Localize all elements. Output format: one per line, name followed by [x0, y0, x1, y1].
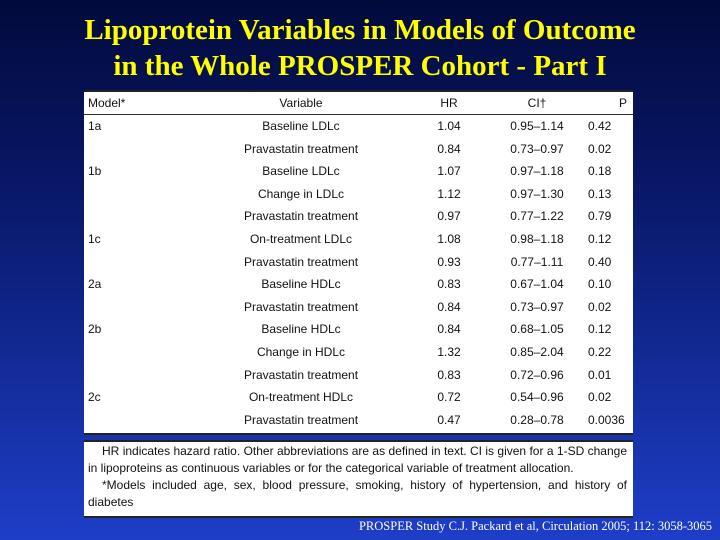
table-footnote: HR indicates hazard ratio. Other abbrevi…	[84, 440, 633, 518]
row-p: 0.22	[588, 345, 612, 359]
row-p: 0.13	[588, 186, 612, 201]
row-variable: On-treatment LDLc	[249, 232, 353, 246]
row-hr: 1.08	[437, 232, 461, 246]
row-ci: 0.97–1.30	[510, 186, 564, 201]
row-ci: 0.54–0.96	[510, 390, 564, 405]
table-row: 1c On-treatment LDLc 1.08 0.98–1.18 0.12	[84, 228, 633, 251]
table-row: 1a Baseline LDLc 1.04 0.95–1.14 0.42	[84, 115, 633, 138]
row-variable: Pravastatin treatment	[243, 412, 359, 427]
row-p: 0.02	[588, 299, 612, 314]
table-row: Pravastatin treatment 0.93 0.77–1.11 0.40	[84, 251, 633, 274]
table-row: Pravastatin treatment 0.47 0.28–0.78 0.0036	[84, 409, 633, 432]
row-variable: Baseline HDLc	[261, 322, 341, 337]
row-hr: 0.97	[437, 209, 461, 224]
row-ci: 0.77–1.11	[510, 254, 564, 269]
row-hr: 0.47	[437, 412, 461, 427]
row-hr: 0.84	[437, 141, 461, 156]
row-ci: 0.68–1.05	[510, 322, 564, 337]
slide-title-line-2: in the Whole PROSPER Cohort - Part I	[113, 50, 607, 82]
table-row: Pravastatin treatment 0.97 0.77–1.22 0.79	[84, 205, 633, 228]
row-ci: 0.97–1.18	[510, 164, 564, 179]
row-model: 2a	[88, 277, 102, 292]
row-model: 2b	[88, 322, 102, 337]
row-hr: 0.93	[437, 254, 461, 269]
row-variable: Pravastatin treatment	[243, 141, 359, 156]
row-hr: 0.83	[437, 277, 461, 292]
row-ci: 0.85–2.04	[510, 345, 564, 359]
header-ci: CI†	[527, 96, 547, 110]
row-p: 0.40	[588, 254, 612, 269]
row-p: 0.02	[588, 390, 612, 405]
footnote-models: *Models included age, sex, blood pressur…	[88, 478, 627, 509]
table-header-row: Model* Variable HR CI† P	[84, 92, 633, 115]
row-p: 0.01	[588, 367, 612, 382]
row-ci: 0.77–1.22	[510, 209, 564, 224]
row-variable: Baseline LDLc	[262, 164, 340, 179]
header-model: Model*	[88, 96, 126, 110]
row-variable: Baseline HDLc	[261, 277, 341, 292]
row-p: 0.12	[588, 322, 612, 337]
row-hr: 1.12	[437, 186, 461, 201]
row-model: 1a	[88, 119, 102, 133]
header-hr: HR	[440, 96, 458, 110]
row-variable: Change in HDLc	[256, 345, 346, 359]
row-ci: 0.95–1.14	[510, 119, 564, 133]
table-row: Pravastatin treatment 0.84 0.73–0.97 0.02	[84, 296, 633, 319]
row-p: 0.79	[588, 209, 612, 224]
row-variable: On-treatment HDLc	[248, 390, 354, 405]
row-hr: 0.83	[437, 367, 461, 382]
row-p: 0.12	[588, 232, 612, 246]
row-hr: 1.04	[437, 119, 461, 133]
row-p: 0.18	[588, 164, 612, 179]
row-p: 0.0036	[588, 412, 625, 427]
table-row: 2c On-treatment HDLc 0.72 0.54–0.96 0.02	[84, 386, 633, 409]
row-hr: 1.07	[437, 164, 461, 179]
row-model: 1c	[88, 232, 101, 246]
row-variable: Pravastatin treatment	[243, 367, 359, 382]
results-table: Model* Variable HR CI† P 1a Baseline LDLc…	[84, 90, 633, 435]
row-variable: Change in LDLc	[257, 186, 345, 201]
slide-title: Lipoprotein Variables in Models of Outco…	[0, 12, 720, 84]
row-hr: 1.32	[437, 345, 461, 359]
table-row: Change in HDLc 1.32 0.85–2.04 0.22	[84, 341, 633, 364]
row-ci: 0.72–0.96	[510, 367, 564, 382]
row-variable: Pravastatin treatment	[243, 254, 359, 269]
header-p: P	[618, 96, 627, 110]
table-row: 1b Baseline LDLc 1.07 0.97–1.18 0.18	[84, 160, 633, 183]
row-hr: 0.72	[437, 390, 461, 405]
row-p: 0.10	[588, 277, 612, 292]
row-ci: 0.67–1.04	[510, 277, 564, 292]
row-variable: Pravastatin treatment	[243, 209, 359, 224]
row-hr: 0.84	[437, 299, 461, 314]
table-row: 2a Baseline HDLc 0.83 0.67–1.04 0.10	[84, 273, 633, 296]
row-ci: 0.73–0.97	[510, 141, 564, 156]
row-ci: 0.98–1.18	[510, 232, 564, 246]
row-ci: 0.73–0.97	[510, 299, 564, 314]
row-ci: 0.28–0.78	[510, 412, 564, 427]
table-row: Pravastatin treatment 0.83 0.72–0.96 0.01	[84, 364, 633, 387]
header-variable: Variable	[279, 96, 323, 110]
table-row: 2b Baseline HDLc 0.84 0.68–1.05 0.12	[84, 318, 633, 341]
row-model: 2c	[88, 390, 101, 405]
row-hr: 0.84	[437, 322, 461, 337]
row-model: 1b	[88, 164, 102, 179]
slide-title-line-1: Lipoprotein Variables in Models of Outco…	[84, 14, 636, 46]
row-variable: Baseline LDLc	[262, 119, 340, 133]
source-citation: PROSPER Study C.J. Packard et al, Circul…	[358, 519, 712, 533]
table-row: Change in LDLc 1.12 0.97–1.30 0.13	[84, 183, 633, 206]
row-variable: Pravastatin treatment	[243, 299, 359, 314]
table-row: Pravastatin treatment 0.84 0.73–0.97 0.02	[84, 138, 633, 161]
row-p: 0.42	[588, 119, 612, 133]
footnote-abbreviations: HR indicates hazard ratio. Other abbrevi…	[88, 444, 627, 475]
row-p: 0.02	[588, 141, 612, 156]
